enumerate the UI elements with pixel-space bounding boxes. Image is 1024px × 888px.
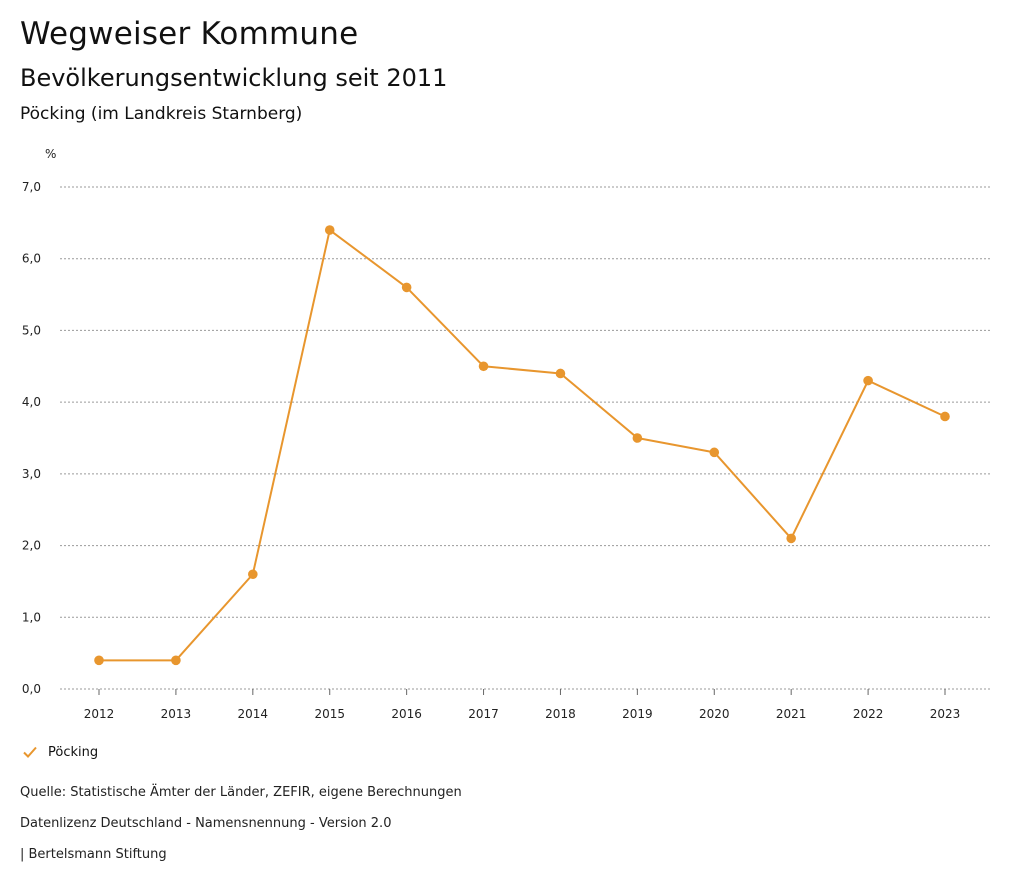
y-unit-label: %	[45, 147, 57, 161]
data-point	[632, 433, 643, 443]
x-tick-label: 2015	[314, 707, 345, 721]
x-tick-label: 2017	[468, 707, 499, 721]
x-tick-label: 2021	[776, 707, 807, 721]
data-point	[248, 569, 258, 580]
legend-item-poecking[interactable]: Pöcking	[22, 744, 98, 760]
data-point	[555, 368, 566, 379]
data-point	[324, 225, 335, 235]
x-tick-label: 2018	[545, 707, 576, 721]
data-point	[478, 361, 489, 372]
data-point	[94, 655, 104, 666]
data-point	[786, 533, 796, 544]
data-point	[863, 375, 873, 386]
y-tick-label: 4,0	[22, 395, 41, 409]
data-point	[171, 655, 181, 666]
source-note: Quelle: Statistische Ämter der Länder, Z…	[20, 785, 462, 800]
line-chart: 0,0 1,0 2,0 3,0 4,0 5,0 6,0 7,0 2012 2013 2014 2015…	[22, 180, 991, 721]
x-tick-label: 2019	[622, 707, 653, 721]
y-tick-label: 1,0	[22, 610, 41, 624]
series-line	[99, 229, 946, 662]
data-point	[709, 447, 720, 458]
x-tick-label: 2022	[853, 707, 884, 721]
publisher-note: | Bertelsmann Stiftung	[20, 847, 167, 862]
y-tick-label: 3,0	[22, 467, 41, 481]
data-point	[401, 282, 412, 293]
data-point	[940, 411, 950, 422]
license-note: Datenlizenz Deutschland - Namensnennung …	[20, 816, 392, 831]
page-title: Wegweiser Kommune	[20, 16, 359, 52]
x-tick-label: 2013	[161, 707, 192, 721]
x-tick-label: 2023	[930, 707, 961, 721]
y-tick-label: 7,0	[22, 180, 41, 194]
y-tick-label: 5,0	[22, 323, 41, 337]
y-tick-label: 0,0	[22, 682, 41, 696]
x-tick-label: 2016	[391, 707, 422, 721]
check-icon	[23, 746, 37, 758]
region-label: Pöcking (im Landkreis Starnberg)	[20, 104, 303, 124]
y-tick-label: 2,0	[22, 539, 41, 553]
legend-label: Pöcking	[48, 744, 99, 760]
chart-subtitle: Bevölkerungsentwicklung seit 2011	[20, 64, 448, 92]
x-tick-label: 2012	[84, 707, 115, 721]
x-tick-label: 2014	[238, 707, 269, 721]
y-tick-label: 6,0	[22, 252, 41, 266]
x-tick-label: 2020	[699, 707, 730, 721]
